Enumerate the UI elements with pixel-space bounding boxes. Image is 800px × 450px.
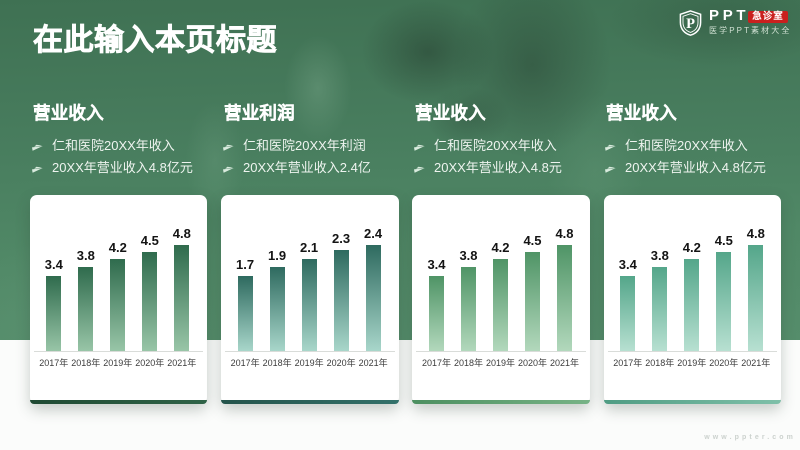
svg-text:P: P [686, 16, 695, 32]
